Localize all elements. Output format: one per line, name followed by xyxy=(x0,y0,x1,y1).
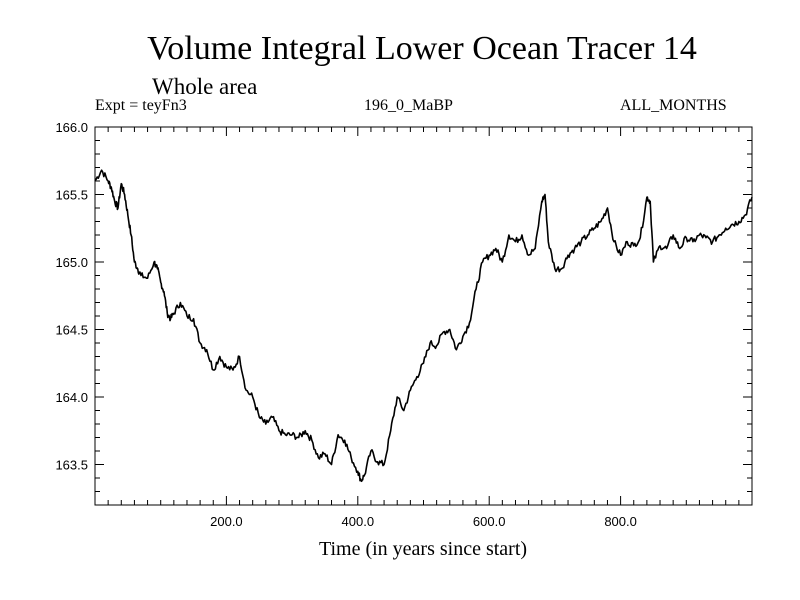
y-tick-label: 166.0 xyxy=(55,120,88,135)
axis-tick-labels: 200.0 400.0 600.0 800.0 163.5 164.0 164.5 165.0… xyxy=(55,120,636,529)
months-label: ALL_MONTHS xyxy=(620,97,727,114)
series-line xyxy=(94,169,753,483)
y-tick-label: 163.5 xyxy=(55,458,88,473)
x-tick-label: 200.0 xyxy=(210,514,243,529)
run-label: 196_0_MaBP xyxy=(364,97,453,114)
y-tick-label: 165.5 xyxy=(55,188,88,203)
plot-frame xyxy=(94,126,753,506)
x-axis-label: Time (in years since start) xyxy=(318,538,528,560)
experiment-label: Expt = teyFn3 xyxy=(95,97,187,114)
x-tick-label: 800.0 xyxy=(604,514,637,529)
x-tick-label: 600.0 xyxy=(473,514,506,529)
x-tick-label: 400.0 xyxy=(342,514,375,529)
chart-subtitle: Whole area xyxy=(152,74,258,99)
chart-title: Volume Integral Lower Ocean Tracer 14 xyxy=(147,30,697,67)
y-tick-label: 165.0 xyxy=(55,255,88,270)
y-tick-label: 164.0 xyxy=(55,390,88,405)
y-tick-label: 164.5 xyxy=(55,323,88,338)
axis-ticks xyxy=(95,127,752,505)
